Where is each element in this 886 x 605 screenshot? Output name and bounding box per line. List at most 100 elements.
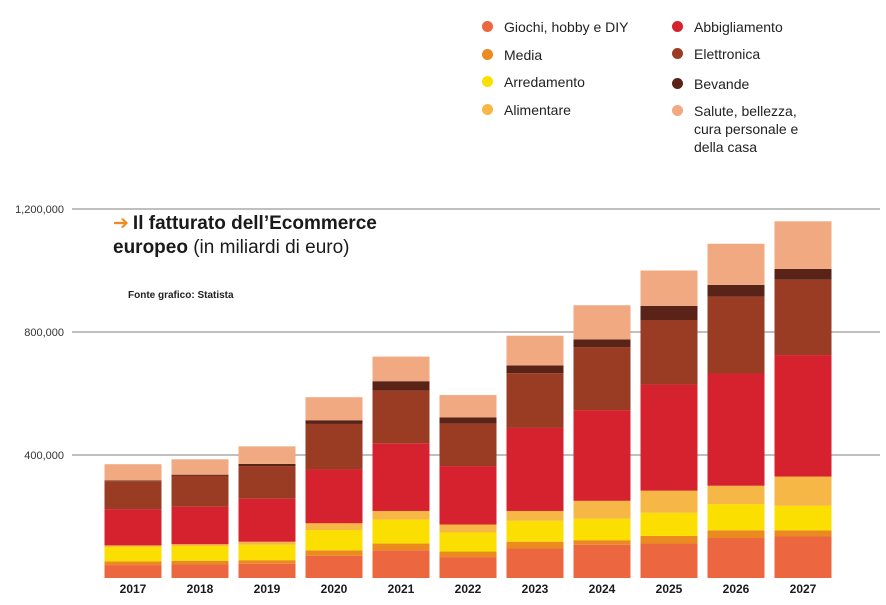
bar-segment [573,339,631,348]
bar-segment [707,504,765,531]
bar-segment [573,518,631,541]
bar-segment [506,520,564,542]
legend-label: Media [504,47,543,63]
bar-segment [305,469,363,524]
x-tick-label: 2023 [522,582,549,596]
legend-swatch [482,76,493,87]
bar-segment [573,544,631,578]
bar-segment [372,381,430,391]
x-tick-label: 2026 [723,582,750,596]
legend-label: Bevande [694,76,750,92]
bar-segment [573,347,631,411]
chart-title-unit: (in miliardi di euro) [193,237,350,258]
x-tick-label: 2025 [656,582,683,596]
bar-segment [372,543,430,551]
chart-title-bold-2: europeo [113,237,188,258]
x-tick-label: 2022 [455,582,482,596]
bar-segment [774,476,832,506]
bar-segment [305,423,363,470]
bar-segment [439,532,497,552]
bar-segment [774,355,832,477]
bar-segment [573,410,631,501]
bar-segment [640,490,698,513]
y-tick-label: 1,200,000 [15,204,64,216]
bar-segment [640,270,698,306]
bar-segment [506,541,564,549]
bar-segment [305,420,363,424]
bar-segment [774,221,832,269]
bars [104,221,832,578]
bar-segment [774,530,832,537]
bar-segment [372,443,430,511]
bar-segment [640,320,698,385]
bar-segment [238,541,296,545]
bar-segment [238,463,296,467]
bar-segment [506,365,564,374]
bar-segment [238,466,296,499]
bar-segment [171,459,229,475]
x-tick-label: 2018 [187,582,214,596]
bar-segment [439,423,497,467]
x-tick-label: 2017 [120,582,147,596]
x-tick-labels: 2017 2018 2019 2020 2021 2022 2023 2024 2025 2026… [120,582,817,596]
bar-segment [171,474,229,476]
x-tick-label: 2027 [790,582,817,596]
bar-segment [506,373,564,428]
legend-label: Salute, bellezza, cura personale e della… [694,103,799,155]
bar-segment [171,544,229,547]
x-tick-label: 2024 [589,582,616,596]
bar-segment [104,480,162,482]
bar-segment [305,523,363,531]
bar-segment [774,268,832,280]
bar-segment [640,384,698,491]
bar-segment [707,485,765,505]
bar-segment [640,512,698,536]
bar-segment [238,560,296,564]
bar-segment [439,395,497,418]
bar-segment [573,500,631,519]
bar-segment [506,427,564,511]
bar-segment [104,509,162,546]
bar-segment [305,530,363,551]
legend-swatch [672,48,683,59]
arrow-right-icon: ➔ [113,213,129,234]
chart-title: ➔ Il fatturato dell’Ecommerce europeo (in… [113,212,377,260]
bar-segment [439,417,497,424]
bar-segment [171,560,229,565]
bar-segment [707,538,765,578]
x-tick-label: 2020 [321,582,348,596]
bar-segment [439,551,497,558]
bar-segment [104,561,162,566]
bar-segment [372,510,430,520]
legend-swatch [672,105,683,116]
bar-segment [640,305,698,321]
chart-source: Fonte grafico: Statista [128,290,234,301]
bar-segment [439,524,497,533]
bar-segment [774,279,832,356]
x-tick-label: 2021 [388,582,415,596]
bar-segment [104,565,162,578]
x-tick-label: 2019 [254,582,281,596]
bar-segment [707,284,765,297]
chart-title-bold: Il fatturato dell’Ecommerce [132,213,377,234]
bar-segment [104,481,162,510]
bar-segment [774,505,832,531]
bar-segment [640,535,698,544]
legend-swatch [672,78,683,89]
bar-segment [238,446,296,464]
legend-label: Arredamento [504,74,585,90]
legend-label: Giochi, hobby e DIY [504,19,629,35]
bar-segment [707,296,765,374]
bar-segment [238,498,296,542]
bar-segment [372,519,430,544]
legend-swatch [482,104,493,115]
bar-segment [372,390,430,444]
bar-segment [171,546,229,561]
bar-segment [640,543,698,578]
bar-segment [171,475,229,507]
legend-swatch [482,49,493,60]
y-tick-labels: 400,000 800,000 1,200,000 [15,204,64,462]
bar-segment [573,540,631,545]
bar-segment [171,506,229,545]
